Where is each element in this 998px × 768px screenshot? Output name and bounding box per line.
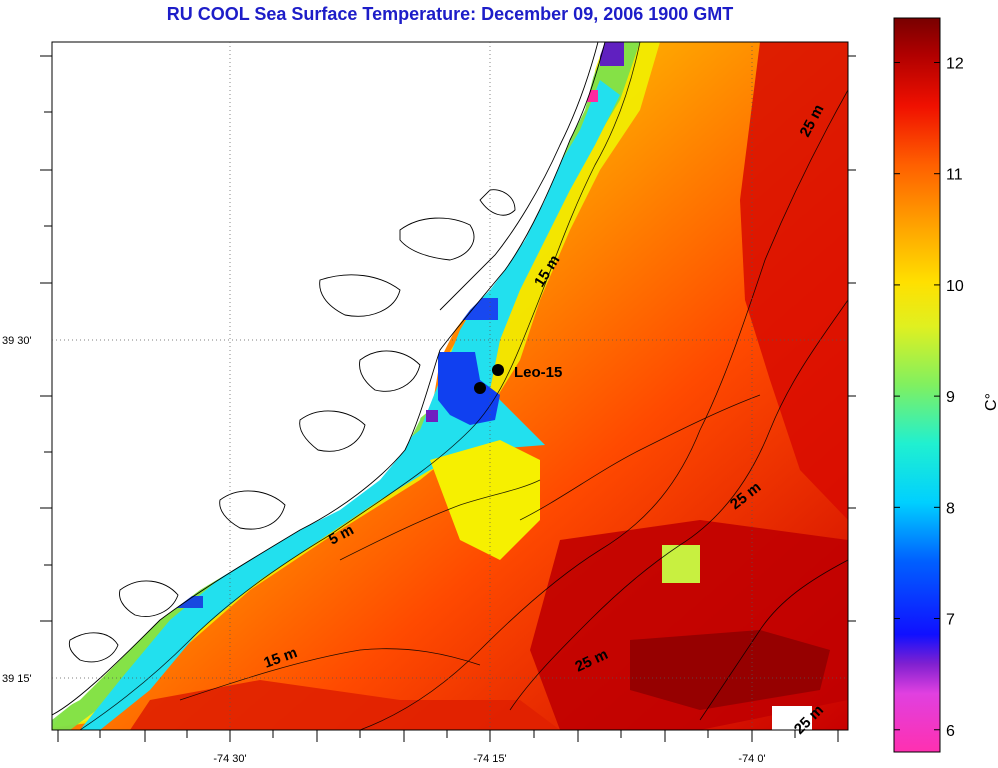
plot-frame — [51, 41, 849, 731]
frame-ticks — [40, 55, 856, 742]
lat-label: 39 30' — [2, 335, 32, 347]
sst-cyan-band — [80, 80, 620, 730]
grid-lines — [52, 42, 848, 730]
sst-hot-band — [740, 42, 848, 520]
land-mass — [52, 42, 605, 715]
lon-label: -74 0' — [738, 753, 765, 765]
lon-label: -74 30' — [213, 753, 246, 765]
bathymetry-contours — [79, 42, 848, 730]
station-label: Leo-15 — [514, 364, 562, 381]
station-marker — [492, 364, 504, 376]
coastline — [52, 42, 606, 716]
map-title: RU COOL Sea Surface Temperature: Decembe… — [166, 4, 734, 24]
sst-dark-core — [630, 630, 830, 710]
sst-yellow-offshore-patch — [430, 440, 540, 560]
sst-cold-patch — [438, 352, 500, 425]
lon-label: -74 15' — [473, 753, 506, 765]
sst-field — [52, 42, 848, 730]
sst-green-patch — [662, 545, 700, 583]
sst-red-sw — [130, 680, 560, 730]
station-marker — [474, 382, 486, 394]
sst-white-cell — [772, 706, 812, 730]
sst-purple-cell — [426, 410, 438, 422]
lat-label: 39 15' — [2, 673, 32, 685]
